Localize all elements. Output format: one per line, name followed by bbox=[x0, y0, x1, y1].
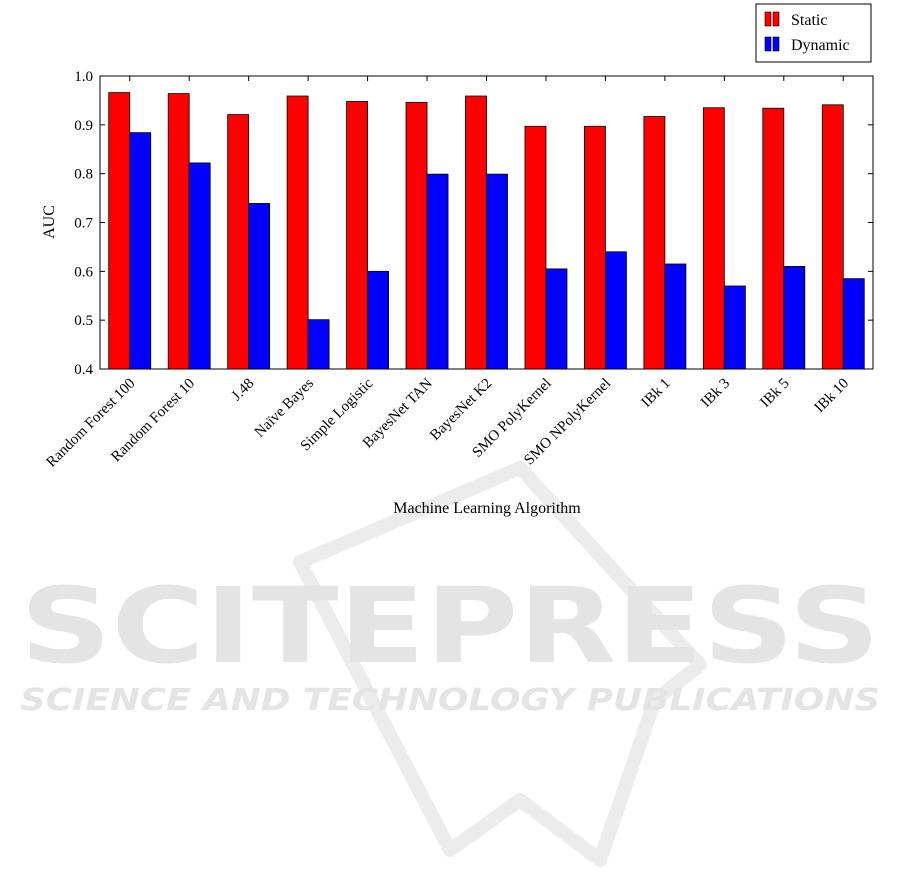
bar-static-10 bbox=[702, 107, 725, 370]
bar-static-8 bbox=[584, 125, 606, 370]
bar-static-6 bbox=[465, 95, 487, 370]
y-axis: 0.4 0.5 0.6 0.7 0.8 0.9 1.0 bbox=[74, 69, 873, 378]
x-tick-label: IBk 10 bbox=[812, 376, 852, 416]
bar-dynamic-7 bbox=[545, 268, 568, 370]
legend-label-dynamic: Dynamic bbox=[791, 37, 850, 54]
bar-dynamic-0 bbox=[129, 132, 152, 370]
x-tick-label: J.48 bbox=[229, 376, 258, 405]
x-tick-label: IBk 1 bbox=[639, 376, 674, 411]
bar-static-2 bbox=[227, 114, 250, 370]
bar-dynamic-2 bbox=[248, 203, 271, 370]
watermark-tagline: SCIENCE AND TECHNOLOGY PUBLICATIONS bbox=[20, 683, 880, 718]
bar-dynamic-11 bbox=[783, 266, 806, 370]
y-tick-label: 0.9 bbox=[74, 118, 93, 134]
y-tick-label: 0.5 bbox=[74, 313, 93, 329]
bar-dynamic-5 bbox=[426, 173, 449, 370]
x-tick-label: IBk 3 bbox=[698, 376, 733, 411]
bar-static-1 bbox=[167, 93, 190, 370]
bar-dynamic-12 bbox=[842, 278, 865, 370]
bar-dynamic-3 bbox=[307, 319, 330, 370]
bar-static-7 bbox=[524, 125, 547, 370]
y-tick-label: 0.8 bbox=[74, 167, 93, 183]
bar-static-12 bbox=[821, 104, 844, 370]
bar-dynamic-6 bbox=[486, 173, 508, 370]
bar-static-4 bbox=[346, 100, 368, 370]
legend: Static Dynamic bbox=[755, 3, 872, 63]
y-tick-label: 0.6 bbox=[74, 264, 93, 280]
bar-static-3 bbox=[286, 95, 309, 370]
bar-dynamic-9 bbox=[664, 263, 687, 370]
legend-swatch-static-a bbox=[764, 11, 772, 27]
bar-static-9 bbox=[643, 116, 666, 370]
y-axis-title: AUC bbox=[41, 205, 58, 239]
bar-dynamic-8 bbox=[605, 251, 627, 370]
x-axis-title: Machine Learning Algorithm bbox=[393, 500, 581, 517]
x-tick-label: Naïve Bayes bbox=[252, 375, 317, 440]
bar-static-11 bbox=[762, 107, 785, 370]
bar-static-5 bbox=[405, 101, 428, 370]
bar-static-0 bbox=[108, 92, 131, 370]
bars bbox=[108, 92, 865, 370]
bar-dynamic-10 bbox=[723, 285, 746, 370]
watermark-brand: SCITEPRESS bbox=[20, 565, 880, 687]
legend-label-static: Static bbox=[791, 12, 827, 29]
legend-swatch-dynamic-b bbox=[772, 36, 780, 52]
legend-swatch-static-b bbox=[772, 11, 780, 27]
y-tick-label: 0.7 bbox=[74, 216, 93, 232]
sciteress-watermark: SCITEPRESS SCIENCE AND TECHNOLOGY PUBLIC… bbox=[20, 461, 880, 867]
bar-dynamic-1 bbox=[188, 162, 211, 370]
bar-dynamic-4 bbox=[367, 270, 389, 370]
watermark-swoosh-shape bbox=[293, 461, 707, 867]
x-tick-label: IBk 5 bbox=[757, 376, 792, 411]
y-tick-label: 1.0 bbox=[74, 69, 93, 85]
legend-swatch-dynamic-a bbox=[764, 36, 772, 52]
y-tick-label: 0.4 bbox=[74, 362, 93, 378]
